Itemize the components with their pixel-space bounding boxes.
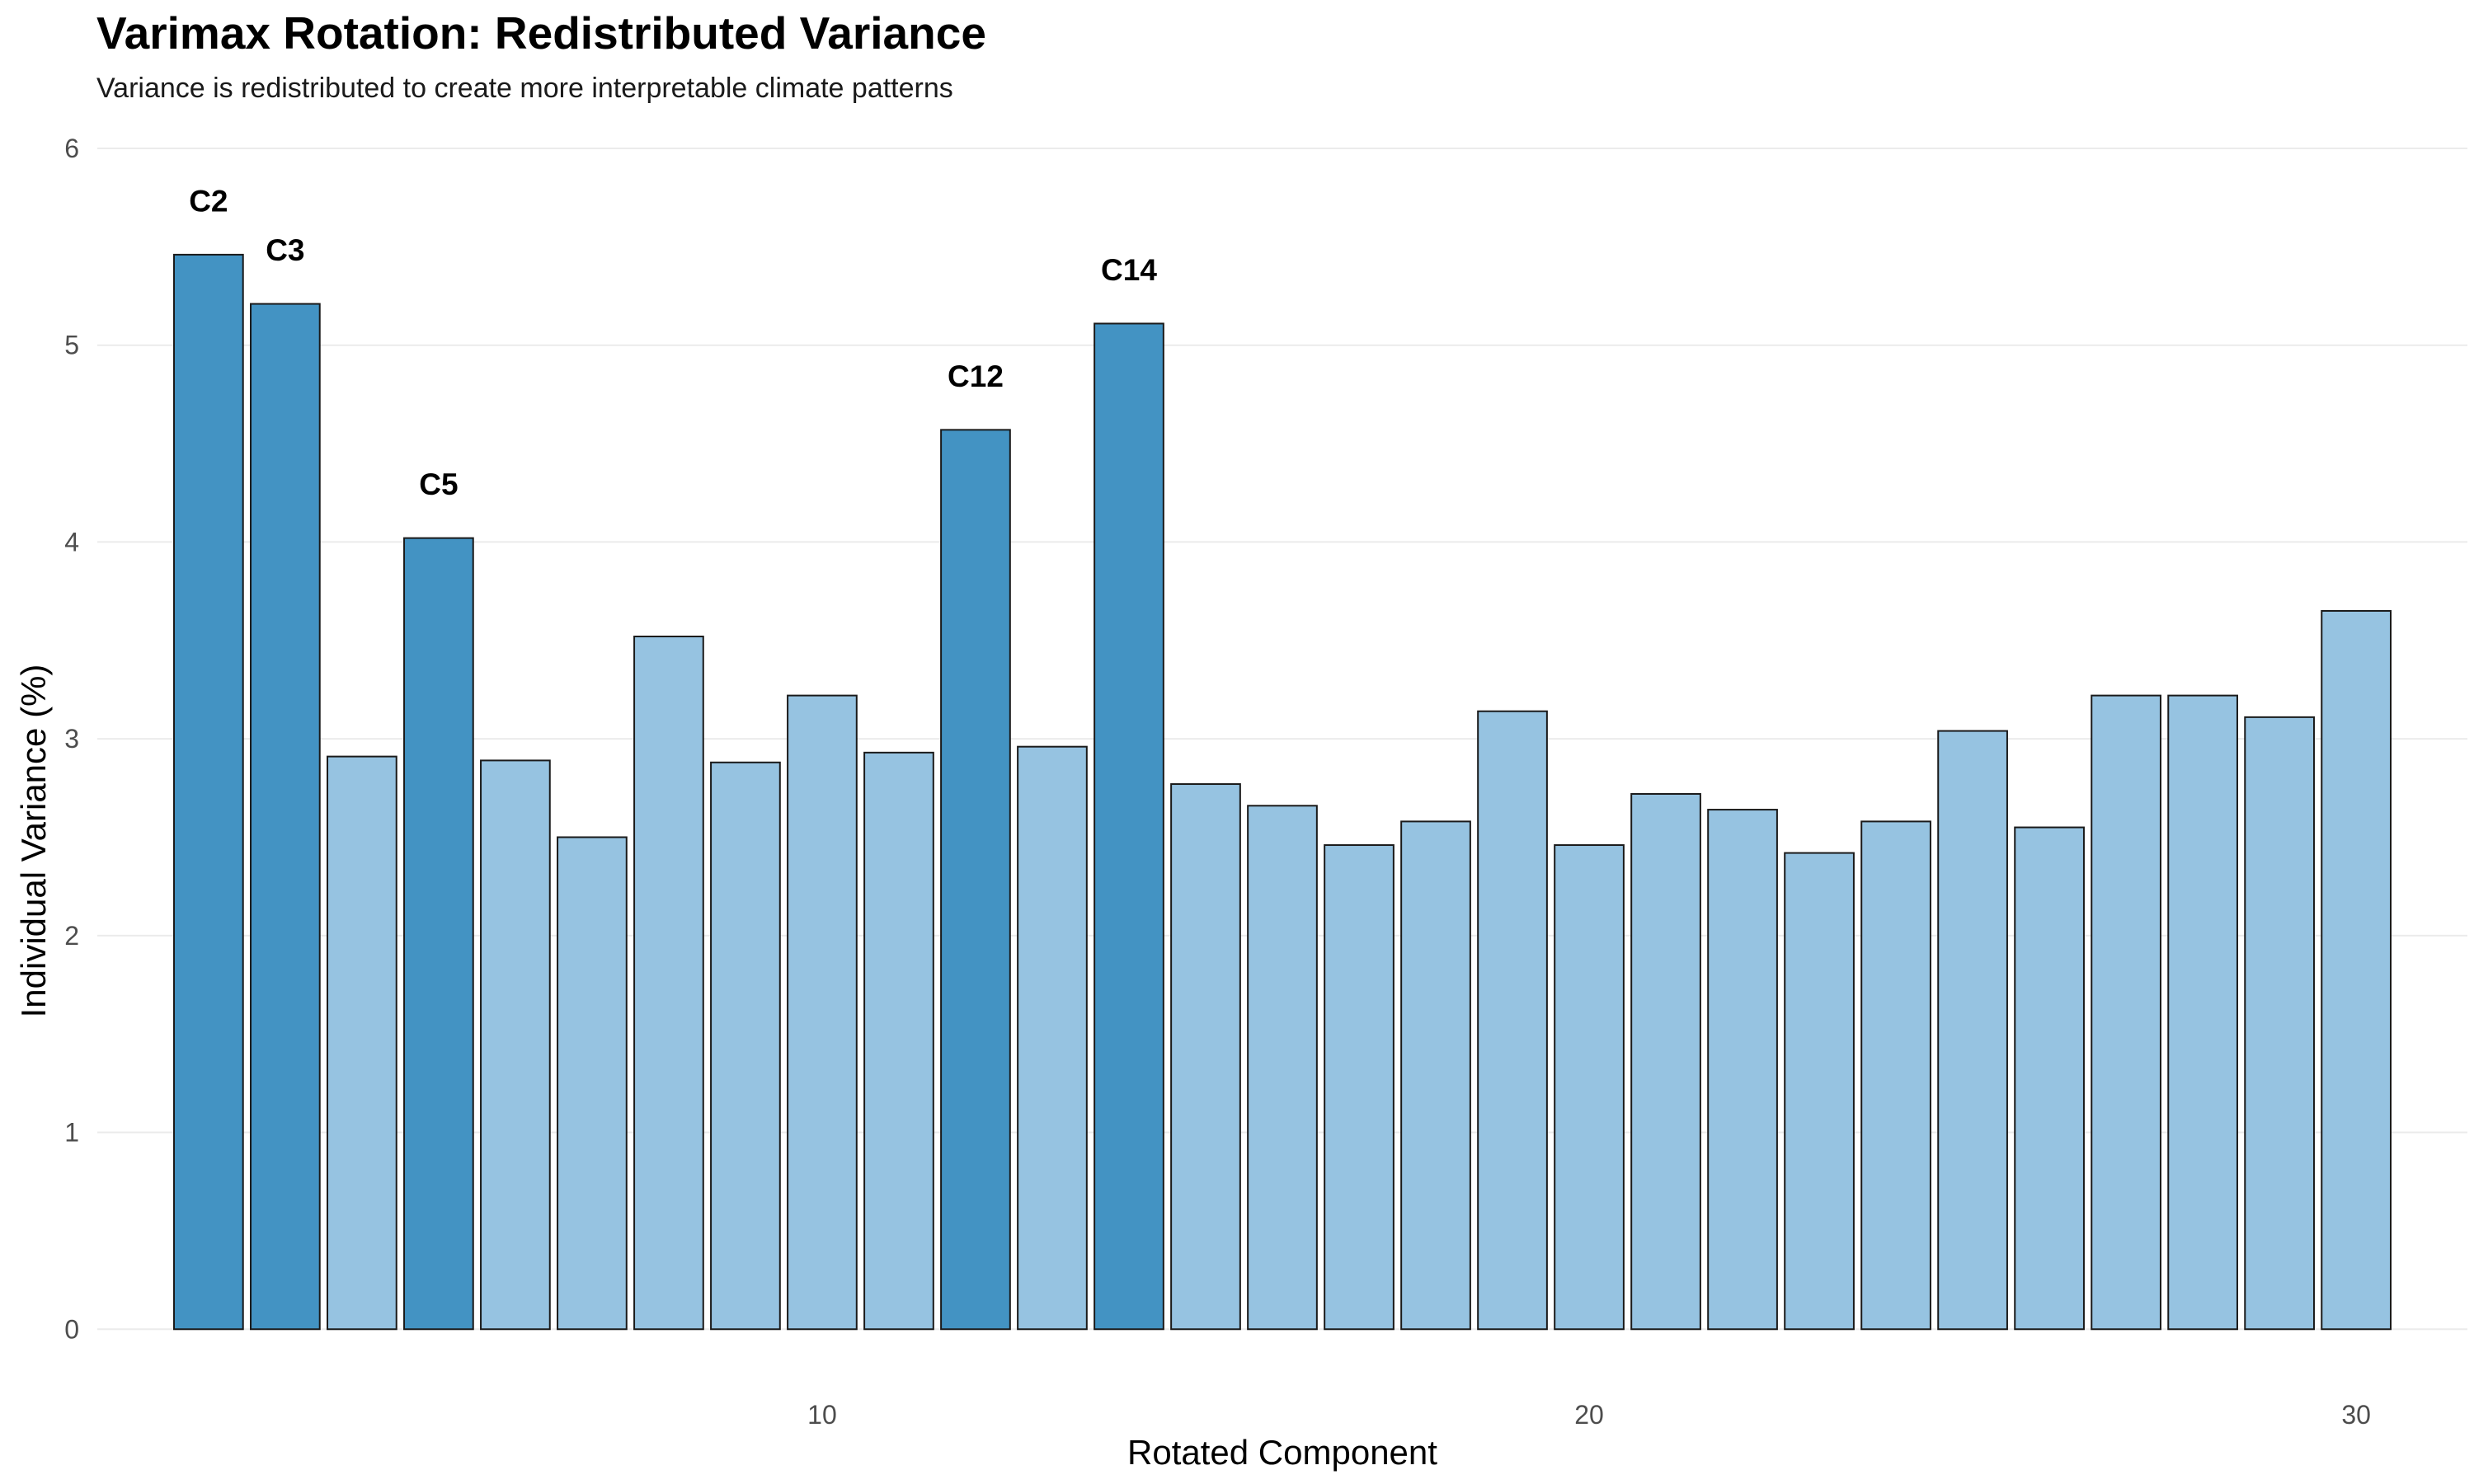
bar-component-2: [173, 253, 244, 1331]
bar-component-25: [1937, 730, 2008, 1331]
bar-component-7: [557, 836, 628, 1331]
bar-component-4: [327, 755, 397, 1331]
bar-component-14: [1094, 322, 1164, 1331]
bar-component-13: [1017, 745, 1088, 1331]
bar-component-20: [1554, 844, 1625, 1331]
bar-component-30: [2321, 609, 2392, 1331]
bar-component-21: [1630, 792, 1701, 1331]
y-tick-label: 0: [64, 1314, 79, 1344]
x-tick-label: 10: [807, 1400, 837, 1430]
bar-component-15: [1170, 783, 1241, 1331]
y-tick-label: 5: [64, 331, 79, 360]
bar-label-c14: C14: [1101, 253, 1157, 287]
chart-subtitle: Variance is redistributed to create more…: [96, 73, 953, 104]
bar-component-29: [2244, 716, 2315, 1331]
bar-component-3: [250, 303, 321, 1331]
y-tick-label: 3: [64, 724, 79, 754]
x-axis-title: Rotated Component: [1127, 1433, 1437, 1472]
bar-component-22: [1707, 809, 1778, 1331]
bar-component-16: [1247, 805, 1318, 1331]
bar-component-17: [1324, 844, 1395, 1331]
bar-label-c12: C12: [948, 359, 1004, 393]
bar-component-9: [710, 761, 781, 1331]
y-tick-label: 1: [64, 1118, 79, 1148]
y-axis-title: Individual Variance (%): [14, 665, 53, 1018]
bar-labels: C2 C3 C5 C12 C14: [189, 184, 1157, 501]
bar-component-8: [633, 636, 704, 1331]
y-axis-ticks: 0 1 2 3 4 5 6: [64, 134, 79, 1344]
bar-label-c3: C3: [266, 233, 304, 267]
bar-label-c5: C5: [419, 467, 458, 501]
bar-component-11: [863, 751, 934, 1331]
bar-component-23: [1784, 852, 1855, 1331]
bar-component-18: [1400, 820, 1471, 1331]
bar-component-28: [2167, 694, 2238, 1331]
bar-label-c2: C2: [189, 184, 228, 218]
bar-component-27: [2091, 694, 2161, 1331]
bar-component-12: [940, 429, 1011, 1331]
y-tick-label: 6: [64, 134, 79, 163]
chart-title: Varimax Rotation: Redistributed Variance: [96, 7, 986, 59]
x-tick-label: 20: [1574, 1400, 1604, 1430]
x-axis-ticks: 10 20 30: [807, 1400, 2371, 1430]
y-tick-label: 2: [64, 921, 79, 951]
x-tick-label: 30: [2341, 1400, 2371, 1430]
bar-component-26: [2014, 826, 2085, 1331]
bars: [173, 253, 2392, 1331]
y-tick-label: 4: [64, 527, 79, 556]
bar-component-19: [1477, 710, 1548, 1331]
bar-component-5: [403, 537, 474, 1331]
bar-component-10: [787, 694, 858, 1331]
bar-component-24: [1860, 820, 1931, 1331]
bar-component-6: [480, 759, 551, 1331]
